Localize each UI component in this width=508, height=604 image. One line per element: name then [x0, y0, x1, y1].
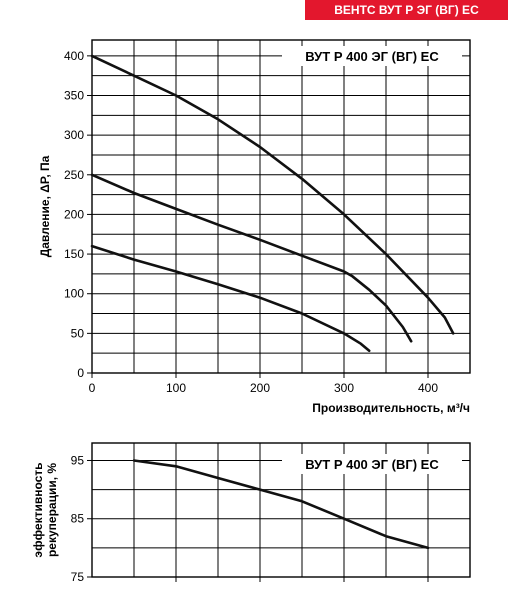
series-line — [90, 54, 455, 335]
y-tick-label: 100 — [64, 287, 84, 301]
brand-banner: ВЕНТС ВУТ Р ЭГ (ВГ) ЕС — [305, 0, 508, 20]
chart-title: ВУТ Р 400 ЭГ (ВГ) ЕС — [305, 457, 439, 472]
series-line — [90, 244, 371, 353]
y-axis-label-line2: рекуперации, % — [45, 463, 59, 557]
y-tick-label: 350 — [64, 89, 84, 103]
x-tick-label: 400 — [418, 381, 438, 395]
y-tick-label: 0 — [77, 366, 84, 380]
x-axis-label: Производительность, м³/ч — [312, 401, 470, 415]
x-tick-label: 0 — [89, 381, 96, 395]
y-tick-label: 50 — [71, 326, 85, 340]
y-tick-label: 250 — [64, 168, 84, 182]
chart-title-bg — [282, 454, 462, 474]
y-tick-label: 95 — [71, 453, 85, 467]
y-axis-label: Давление, ΔP, Па — [38, 155, 52, 257]
series-line — [132, 459, 430, 550]
chart-title: ВУТ Р 400 ЭГ (ВГ) ЕС — [305, 49, 439, 64]
y-tick-label: 300 — [64, 128, 84, 142]
x-tick-label: 300 — [334, 381, 354, 395]
series-line — [90, 173, 413, 343]
plot-frame — [91, 39, 471, 374]
y-tick-label: 200 — [64, 207, 84, 221]
y-tick-label: 400 — [64, 49, 84, 63]
y-tick-label: 85 — [71, 512, 85, 526]
x-tick-label: 200 — [250, 381, 270, 395]
y-tick-label: 75 — [71, 570, 85, 584]
y-tick-label: 150 — [64, 247, 84, 261]
x-tick-label: 100 — [166, 381, 186, 395]
chart-title-bg — [282, 46, 462, 66]
y-axis-label: эффективностьрекуперации, % — [31, 462, 59, 557]
plot-frame — [91, 442, 471, 578]
